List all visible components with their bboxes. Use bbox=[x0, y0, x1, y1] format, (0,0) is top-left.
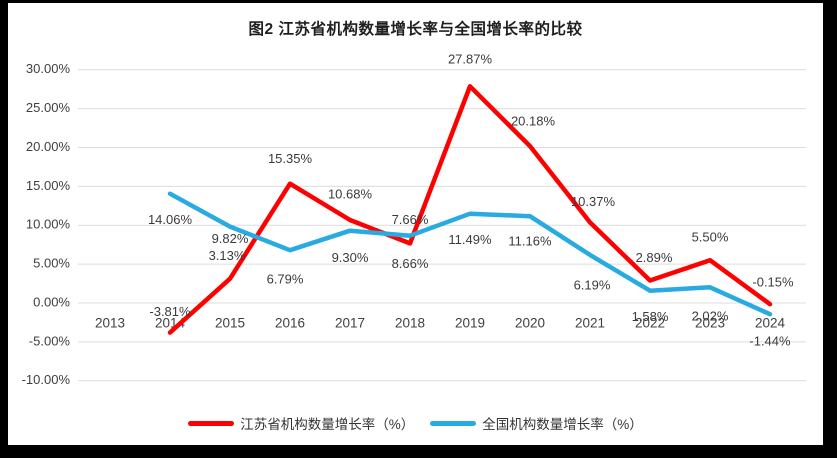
x-axis-tick-label: 2019 bbox=[455, 316, 485, 331]
chart-title: 图2 江苏省机构数量增长率与全国增长率的比较 bbox=[248, 21, 583, 38]
data-label: 11.16% bbox=[508, 234, 552, 249]
data-label: 2.89% bbox=[636, 250, 673, 265]
x-axis-tick-label: 2016 bbox=[275, 316, 305, 331]
y-axis-tick-label: 30.00% bbox=[26, 61, 71, 76]
y-axis-tick-label: 10.00% bbox=[26, 217, 71, 232]
jiangsu-line-swatch-icon bbox=[188, 420, 235, 426]
y-axis-tick-label: -5.00% bbox=[29, 333, 71, 348]
x-axis-tick-label: 2018 bbox=[395, 316, 425, 331]
x-axis-tick-label: 2024 bbox=[755, 316, 786, 331]
y-axis-tick-label: 20.00% bbox=[26, 139, 71, 154]
y-axis-tick-label: 15.00% bbox=[26, 178, 71, 193]
data-label: 6.79% bbox=[267, 272, 304, 287]
data-label: 20.18% bbox=[511, 114, 556, 129]
chart-legend: 江苏省机构数量增长率（%） 全国机构数量增长率（%） bbox=[8, 413, 823, 433]
data-label: 8.66% bbox=[392, 256, 429, 271]
data-label: 5.50% bbox=[692, 230, 729, 245]
x-axis-tick-label: 2022 bbox=[635, 316, 665, 331]
data-label: 27.87% bbox=[448, 52, 493, 67]
series-line-national bbox=[167, 191, 773, 317]
x-axis-tick-label: 2021 bbox=[575, 316, 605, 331]
y-axis-tick-label: -10.00% bbox=[22, 372, 71, 387]
data-label: -1.44% bbox=[749, 334, 791, 349]
data-label: 10.68% bbox=[328, 186, 373, 201]
legend-label-national: 全国机构数量增长率（%） bbox=[482, 417, 643, 432]
data-label: 10.37% bbox=[571, 194, 616, 209]
data-label: 2.02% bbox=[692, 309, 729, 324]
legend-item-jiangsu: 江苏省机构数量增长率（%） bbox=[188, 413, 414, 433]
data-label: 9.30% bbox=[332, 250, 369, 265]
data-label: 1.58% bbox=[632, 309, 669, 324]
y-axis-tick-label: 25.00% bbox=[26, 100, 71, 115]
data-label: 3.13% bbox=[209, 248, 246, 263]
data-label: 11.49% bbox=[448, 232, 492, 247]
x-axis-tick-label: 2013 bbox=[95, 316, 125, 331]
data-label: 6.19% bbox=[574, 277, 611, 292]
data-label: -0.15% bbox=[752, 275, 794, 290]
chart-surface: 图2 江苏省机构数量增长率与全国增长率的比较 30.00% 25.00% 20.00… bbox=[8, 3, 823, 445]
data-label: 14.06% bbox=[148, 212, 193, 227]
x-axis-tick-label: 2023 bbox=[695, 316, 725, 331]
data-label: 9.82% bbox=[212, 231, 249, 246]
y-axis-tick-label: 0.00% bbox=[33, 294, 70, 309]
x-axis-tick-label: 2015 bbox=[215, 316, 245, 331]
data-label: 15.35% bbox=[268, 151, 313, 166]
data-label: -3.81% bbox=[149, 304, 191, 319]
x-axis-tick-label: 2017 bbox=[335, 316, 365, 331]
y-axis-tick-label: 5.00% bbox=[33, 256, 70, 271]
data-label: 7.66% bbox=[392, 212, 429, 227]
line-chart-plot: 30.00% 25.00% 20.00% 15.00% 10.00% 5.00% 0.00%… bbox=[22, 52, 806, 387]
legend-item-national: 全国机构数量增长率（%） bbox=[430, 413, 643, 433]
national-line-swatch-icon bbox=[430, 420, 477, 426]
legend-label-jiangsu: 江苏省机构数量增长率（%） bbox=[240, 417, 415, 432]
series-line-jiangsu bbox=[167, 84, 773, 335]
x-axis-tick-label: 2020 bbox=[515, 316, 545, 331]
